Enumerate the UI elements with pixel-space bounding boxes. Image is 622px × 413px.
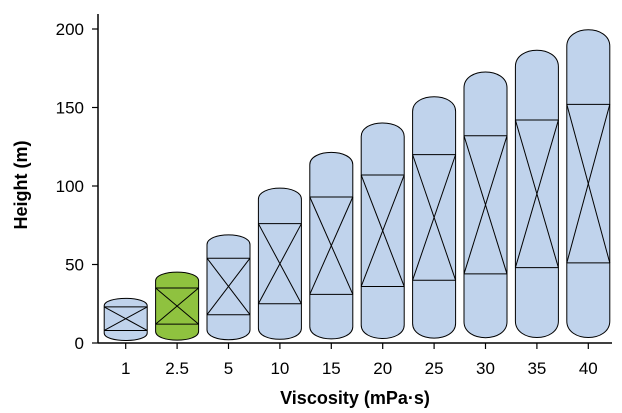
x-tick-label: 15 xyxy=(322,359,341,378)
x-tick-label: 5 xyxy=(224,359,233,378)
x-tick-label: 2.5 xyxy=(165,359,189,378)
y-tick-label: 0 xyxy=(75,334,84,353)
x-tick-label: 10 xyxy=(270,359,289,378)
band-cross-line xyxy=(257,223,302,304)
band-cross-line xyxy=(412,154,457,281)
x-tick-label: 40 xyxy=(579,359,598,378)
x-tick-label: 20 xyxy=(373,359,392,378)
bar-20 xyxy=(360,122,405,339)
bars-layer xyxy=(103,29,611,341)
bar-30 xyxy=(463,71,508,339)
y-tick-label: 100 xyxy=(56,177,84,196)
y-axis-title: Height (m) xyxy=(11,141,31,230)
band-cross-line xyxy=(463,135,508,275)
bar-10 xyxy=(257,187,302,340)
band-cross-line xyxy=(360,174,405,287)
axes-layer xyxy=(97,14,612,344)
x-tick-label: 25 xyxy=(425,359,444,378)
x-tick-label: 35 xyxy=(527,359,546,378)
y-tick-label: 150 xyxy=(56,99,84,118)
x-tick-label: 30 xyxy=(476,359,495,378)
ticks-layer: 1 2.5 5 10 15 20 25 30 35 40 0 50 100 150 200 xyxy=(56,20,598,378)
bar-15 xyxy=(309,152,354,340)
band-cross-line xyxy=(206,257,251,316)
band-cross-line xyxy=(514,119,559,268)
bar-2.5 xyxy=(155,271,200,341)
bar-5 xyxy=(206,234,251,341)
band-cross-line xyxy=(155,287,199,325)
bar-25 xyxy=(412,96,457,339)
band-cross-line xyxy=(309,196,354,295)
y-tick-label: 50 xyxy=(65,256,84,275)
bar-40 xyxy=(566,29,611,338)
band-cross-line xyxy=(566,104,611,264)
y-tick-label: 200 xyxy=(56,20,84,39)
x-tick-label: 1 xyxy=(121,359,130,378)
bar-35 xyxy=(514,49,559,338)
bar-body xyxy=(103,297,148,341)
band-cross-line xyxy=(103,306,148,331)
x-axis-title: Viscosity (mPa·s) xyxy=(280,388,430,408)
bar-1 xyxy=(103,297,148,341)
